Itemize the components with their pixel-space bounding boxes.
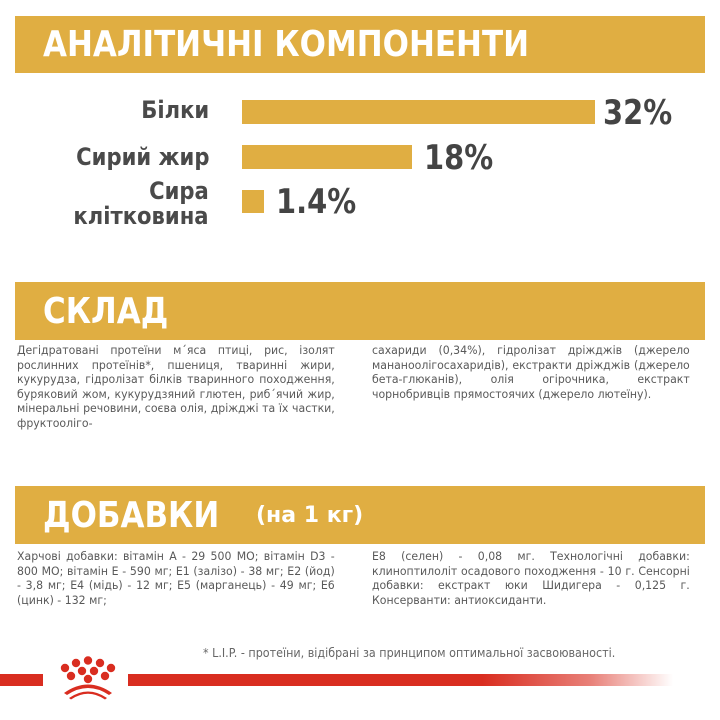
bar-label-fat: Сирий жир <box>75 143 209 171</box>
bar-label-protein: Білки <box>141 96 209 124</box>
footnote: * L.I.P. - протеїни, відібрані за принци… <box>203 646 616 660</box>
bar-fiber <box>242 190 264 213</box>
composition-text-right: сахариди (0,34%), гідролізат дріжджів (д… <box>372 343 690 401</box>
bar-value-fat: 18% <box>424 138 494 178</box>
bar-label-fiber-line1: Сира <box>149 177 209 205</box>
bar-protein <box>242 100 595 124</box>
additives-subtitle: (на 1 кг) <box>255 502 364 528</box>
composition-text-left: Дегідратовані протеїни м΄яса птиці, рис,… <box>17 343 335 430</box>
additives-text-right: E8 (селен) - 0,08 мг. Технологічні добав… <box>372 549 690 607</box>
additives-title: ДОБАВКИ <box>43 494 220 536</box>
royal-canin-crown-icon <box>60 656 116 700</box>
bar-fat <box>242 145 412 169</box>
additives-text-left: Харчові добавки: вітамін A - 29 500 МО; … <box>17 549 335 607</box>
bar-value-fiber: 1.4% <box>276 182 357 222</box>
composition-header: СКЛАД <box>15 282 705 340</box>
brand-strip-right <box>128 674 673 686</box>
additives-header: ДОБАВКИ (на 1 кг) <box>15 486 705 544</box>
bar-value-protein: 32% <box>603 93 673 133</box>
analytical-components-header: АНАЛІТИЧНІ КОМПОНЕНТИ <box>15 16 705 73</box>
bar-label-fiber-line2: клітковина <box>73 202 209 230</box>
composition-title: СКЛАД <box>43 290 169 332</box>
brand-strip-left <box>0 674 43 686</box>
analytical-components-title: АНАЛІТИЧНІ КОМПОНЕНТИ <box>43 24 529 65</box>
